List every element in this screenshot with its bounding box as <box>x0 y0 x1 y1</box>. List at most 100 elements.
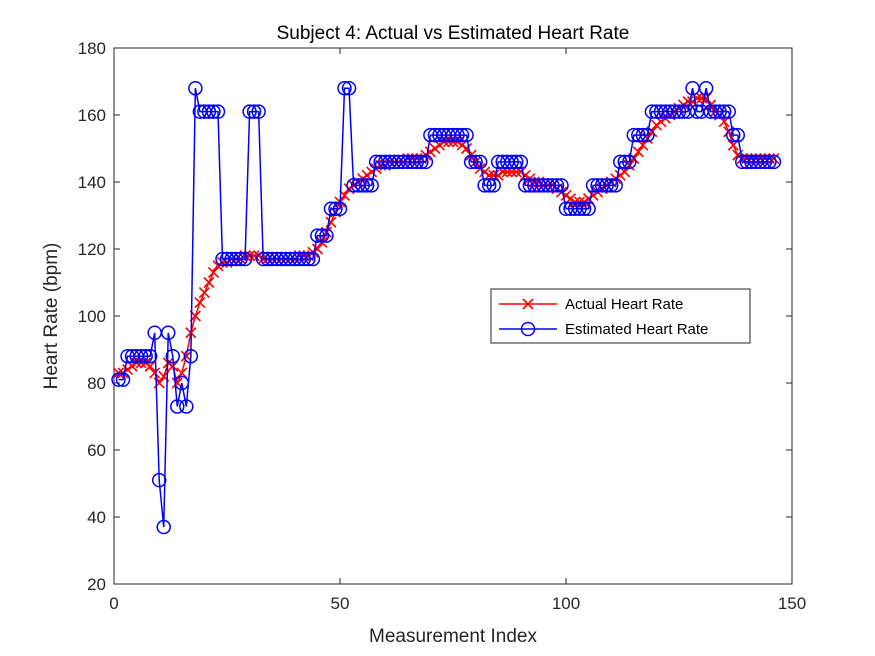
estimated-point <box>323 201 339 217</box>
estimated-point <box>246 104 262 119</box>
estimated-point <box>201 104 217 119</box>
estimated-point <box>228 251 244 267</box>
x-tick-label: 150 <box>778 594 806 613</box>
actual-point <box>650 119 662 131</box>
estimated-point <box>242 104 257 119</box>
x-tick-label: 100 <box>552 594 580 613</box>
estimated-point <box>622 154 637 170</box>
y-tick-label: 140 <box>78 173 106 192</box>
actual-point <box>176 367 188 379</box>
estimated-point <box>170 399 185 414</box>
actual-point <box>203 276 215 289</box>
estimated-point <box>454 127 470 143</box>
estimated-point <box>418 154 434 170</box>
estimated-point <box>721 104 736 119</box>
estimated-point <box>142 348 158 364</box>
estimated-point <box>599 178 614 193</box>
actual-point <box>149 367 161 379</box>
y-tick-label: 40 <box>87 508 106 527</box>
estimated-point <box>608 178 623 193</box>
estimated-point <box>513 154 529 170</box>
actual-point <box>194 297 206 309</box>
estimated-point <box>332 201 348 217</box>
estimated-point <box>450 127 465 143</box>
estimated-point <box>165 348 181 364</box>
estimated-point <box>554 178 569 193</box>
estimated-point <box>115 372 131 387</box>
legend-label-actual: Actual Heart Rate <box>565 296 683 313</box>
legend-marker-estimated <box>520 321 536 337</box>
estimated-point <box>572 201 587 217</box>
axis-ticks: 0 50 100 150 20 40 60 80 100 120 140 160 180 <box>78 39 807 613</box>
legend-marker-shape <box>522 298 534 310</box>
actual-point <box>429 142 441 155</box>
estimated-point <box>576 201 592 217</box>
estimated-point <box>504 154 520 170</box>
y-axis-label: Heart Rate (bpm) <box>41 243 62 390</box>
estimated-point <box>698 80 714 96</box>
estimated-point <box>359 178 375 193</box>
estimated-point <box>160 325 176 340</box>
estimated-point <box>581 201 596 217</box>
estimated-point <box>133 348 149 364</box>
estimated-point <box>319 228 334 243</box>
estimated-point <box>481 178 497 193</box>
estimated-point <box>409 154 425 170</box>
estimated-point <box>414 154 429 170</box>
estimated-point <box>296 251 312 267</box>
estimated-point <box>762 154 777 170</box>
legend-marker-actual <box>522 298 534 310</box>
estimated-point <box>463 154 479 170</box>
estimated-point <box>712 104 727 119</box>
estimated-point <box>477 178 492 193</box>
x-tick-label: 0 <box>109 594 118 613</box>
actual-point <box>207 266 220 279</box>
estimated-point <box>314 228 330 243</box>
estimated-point <box>468 154 483 170</box>
estimated-point <box>603 178 619 193</box>
series-layer <box>111 80 782 535</box>
estimated-point <box>459 127 474 143</box>
actual-point <box>248 250 260 262</box>
y-tick-label: 180 <box>78 39 106 58</box>
y-tick-label: 160 <box>78 106 106 125</box>
chart-title: Subject 4: Actual vs Estimated Heart Rat… <box>277 23 630 44</box>
estimated-point <box>183 348 199 364</box>
estimated-point <box>509 154 524 170</box>
estimated-point <box>301 251 316 267</box>
estimated-point <box>111 372 126 387</box>
y-tick-label: 60 <box>87 441 106 460</box>
estimated-point <box>364 178 379 193</box>
estimated-point <box>671 104 687 119</box>
estimated-point <box>635 127 651 143</box>
estimated-point <box>233 251 248 267</box>
estimated-point <box>341 80 357 96</box>
actual-point <box>198 286 210 299</box>
legend-box <box>490 288 751 344</box>
estimated-point <box>549 178 565 193</box>
estimated-point <box>237 251 253 267</box>
estimated-point <box>210 104 226 119</box>
estimated-point <box>251 104 266 119</box>
estimated-point <box>757 154 773 170</box>
estimated-point <box>355 178 370 193</box>
estimated-point <box>612 154 628 170</box>
estimated-point <box>640 127 655 143</box>
y-tick-label: 20 <box>87 575 106 594</box>
legend: Actual Heart Rate Estimated Heart Rate <box>490 288 751 344</box>
series-estimated <box>111 80 782 535</box>
x-tick-label: 50 <box>331 594 350 613</box>
actual-point <box>180 350 192 362</box>
legend-marker-shape <box>520 321 536 337</box>
estimated-point <box>188 80 203 96</box>
estimated-point <box>730 127 746 143</box>
estimated-point <box>305 251 321 267</box>
estimated-point <box>617 154 633 170</box>
estimated-point <box>151 472 167 488</box>
y-tick-label: 80 <box>87 374 106 393</box>
estimated-point <box>766 154 782 170</box>
estimated-point <box>310 228 325 243</box>
estimated-point <box>138 348 153 364</box>
estimated-point <box>337 80 352 96</box>
